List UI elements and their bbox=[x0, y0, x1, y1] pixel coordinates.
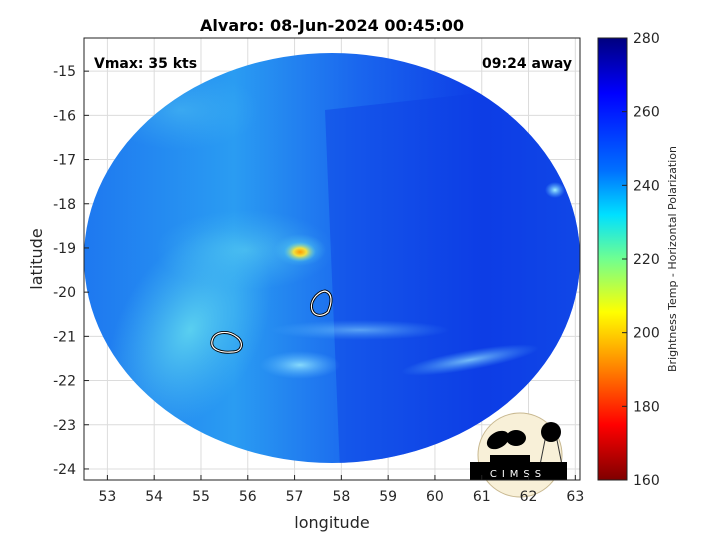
y-tick-label: -23 bbox=[53, 418, 76, 434]
chart-title: Alvaro: 08-Jun-2024 00:45:00 bbox=[200, 16, 464, 35]
x-axis-label: longitude bbox=[294, 513, 369, 532]
colorbar-tick-label: 280 bbox=[633, 31, 660, 47]
y-tick-label: -15 bbox=[53, 64, 76, 80]
x-tick-label: 57 bbox=[286, 489, 304, 505]
axis-ticks: 53 54 55 56 57 58 59 60 61 62 63 -15 -16 -17 -18 -19 -20… bbox=[53, 64, 584, 505]
warm-spot bbox=[284, 242, 316, 262]
x-tick-label: 54 bbox=[145, 489, 163, 505]
x-tick-label: 61 bbox=[473, 489, 491, 505]
y-tick-label: -21 bbox=[53, 329, 76, 345]
y-tick-label: -22 bbox=[53, 374, 76, 390]
y-axis-label: latitude bbox=[27, 228, 46, 289]
y-tick-label: -16 bbox=[53, 108, 76, 124]
colorbar-tick-label: 260 bbox=[633, 105, 660, 121]
plot-frame bbox=[83, 37, 581, 481]
colorbar-tick-label: 220 bbox=[633, 252, 660, 268]
brightness-temp-swath bbox=[84, 53, 580, 463]
colorbar-tick-label: 180 bbox=[633, 399, 660, 415]
colorbar-tick-label: 160 bbox=[633, 473, 660, 489]
y-tick-label: -18 bbox=[53, 197, 76, 213]
colorbar-ticks: 160 180 200 220 240 260 280 bbox=[622, 31, 660, 489]
vmax-annotation: Vmax: 35 kts bbox=[94, 56, 197, 72]
svg-text:CIMSS: CIMSS bbox=[490, 469, 546, 480]
x-tick-label: 60 bbox=[426, 489, 444, 505]
colorbar-label: Brightness Temp - Horizontal Polarizatio… bbox=[666, 146, 679, 372]
x-tick-label: 62 bbox=[520, 489, 538, 505]
cimss-logo: CIMSS bbox=[470, 412, 567, 498]
x-tick-label: 63 bbox=[566, 489, 584, 505]
y-tick-label: -17 bbox=[53, 153, 76, 169]
y-tick-label: -20 bbox=[53, 285, 76, 301]
y-tick-label: -24 bbox=[53, 462, 76, 478]
time-away-annotation: 09:24 away bbox=[482, 56, 572, 72]
colorbar-tick-label: 240 bbox=[633, 178, 660, 194]
colorbar-tick-label: 200 bbox=[633, 326, 660, 342]
y-tick-label: -19 bbox=[53, 241, 76, 257]
x-tick-label: 56 bbox=[239, 489, 257, 505]
x-tick-label: 58 bbox=[332, 489, 350, 505]
x-tick-label: 53 bbox=[98, 489, 116, 505]
x-tick-label: 55 bbox=[192, 489, 210, 505]
x-tick-label: 59 bbox=[379, 489, 397, 505]
